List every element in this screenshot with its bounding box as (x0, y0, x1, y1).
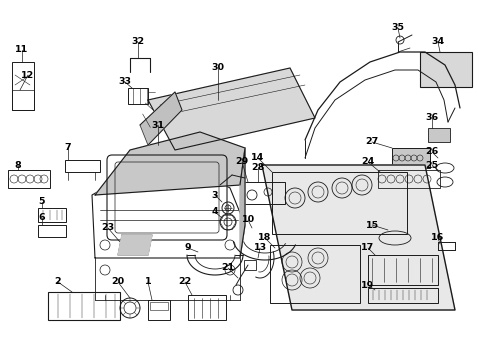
Text: 31: 31 (151, 121, 164, 130)
Bar (148, 300, 170, 320)
Bar (427, 128, 449, 142)
Text: 14: 14 (251, 153, 264, 162)
Text: 33: 33 (118, 77, 131, 86)
Text: 26: 26 (425, 148, 438, 157)
Bar (240, 182, 285, 204)
Text: 12: 12 (21, 71, 35, 80)
Text: 22: 22 (178, 278, 191, 287)
Bar (269, 245, 359, 303)
Text: 10: 10 (241, 216, 254, 225)
Polygon shape (95, 132, 244, 195)
Polygon shape (140, 92, 182, 145)
Bar (128, 88, 148, 104)
Text: 4: 4 (211, 207, 218, 216)
Text: 9: 9 (184, 243, 191, 252)
Text: 23: 23 (101, 224, 114, 233)
Text: 2: 2 (55, 278, 61, 287)
Text: 3: 3 (211, 190, 218, 199)
Text: 11: 11 (15, 45, 29, 54)
Text: 24: 24 (361, 158, 374, 166)
Text: 34: 34 (430, 37, 444, 46)
Polygon shape (240, 148, 244, 258)
Polygon shape (262, 165, 454, 310)
Text: 16: 16 (430, 234, 444, 243)
Bar (419, 52, 471, 87)
Text: 8: 8 (15, 161, 21, 170)
Text: 21: 21 (221, 264, 234, 273)
Bar (48, 292, 120, 320)
Text: 17: 17 (361, 243, 374, 252)
Bar (38, 225, 66, 237)
Text: 36: 36 (425, 113, 438, 122)
Bar (367, 288, 437, 303)
Bar (65, 160, 100, 172)
Text: 28: 28 (251, 163, 264, 172)
Bar (367, 255, 437, 285)
Polygon shape (118, 235, 152, 255)
Bar (377, 170, 439, 188)
Bar (12, 62, 34, 110)
Text: 7: 7 (64, 144, 71, 153)
Bar (150, 302, 168, 310)
Text: 18: 18 (258, 234, 271, 243)
Text: 32: 32 (131, 37, 144, 46)
Text: 5: 5 (39, 198, 45, 207)
Bar (8, 170, 50, 188)
Text: 27: 27 (365, 138, 378, 147)
Text: 19: 19 (361, 280, 374, 289)
Polygon shape (148, 68, 314, 150)
Text: 1: 1 (144, 278, 151, 287)
Bar (12, 90, 34, 110)
Text: 29: 29 (235, 158, 248, 166)
Text: 35: 35 (391, 23, 404, 32)
Text: 20: 20 (111, 278, 124, 287)
Text: 13: 13 (253, 243, 266, 252)
Bar (391, 148, 429, 168)
Bar (38, 208, 66, 222)
Bar (187, 295, 225, 320)
Text: 15: 15 (365, 220, 378, 230)
Text: 25: 25 (425, 161, 438, 170)
Bar (271, 172, 406, 234)
Bar (244, 260, 256, 270)
Text: 30: 30 (211, 63, 224, 72)
Text: 6: 6 (39, 213, 45, 222)
